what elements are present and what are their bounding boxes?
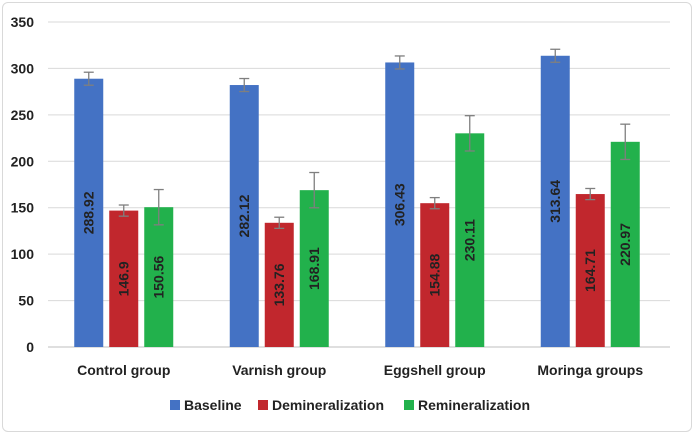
x-category-label: Varnish group <box>232 362 326 378</box>
y-tick-label: 200 <box>11 153 35 169</box>
y-tick-label: 350 <box>11 14 35 30</box>
bar-baseline <box>229 85 259 347</box>
legend-swatch <box>258 400 268 410</box>
x-category-label: Moringa groups <box>537 362 643 378</box>
bar-baseline <box>385 62 415 347</box>
data-label: 306.43 <box>392 183 408 226</box>
legend-label: Baseline <box>184 397 242 413</box>
legend-swatch <box>404 400 414 410</box>
data-label: 164.71 <box>582 249 598 292</box>
y-tick-label: 0 <box>26 339 34 355</box>
y-tick-label: 100 <box>11 246 35 262</box>
bar-remineralization <box>144 207 174 347</box>
data-label: 154.88 <box>427 253 443 296</box>
legend-swatch <box>170 400 180 410</box>
bar-remineralization <box>455 133 485 347</box>
data-label: 230.11 <box>462 219 478 261</box>
bar-demineralization <box>575 194 605 347</box>
data-label: 313.64 <box>547 180 563 223</box>
y-tick-label: 50 <box>18 293 34 309</box>
y-tick-label: 250 <box>11 107 35 123</box>
data-label: 282.12 <box>236 194 252 237</box>
bar-remineralization <box>299 190 329 347</box>
y-tick-label: 150 <box>11 200 35 216</box>
data-label: 133.76 <box>271 263 287 306</box>
data-label: 150.56 <box>151 255 167 298</box>
bar-demineralization <box>109 210 139 347</box>
bar-demineralization <box>264 222 294 347</box>
y-tick-label: 300 <box>11 60 35 76</box>
data-label: 146.9 <box>116 261 132 296</box>
data-label: 220.97 <box>617 223 633 266</box>
x-category-label: Control group <box>77 362 170 378</box>
bar-baseline <box>540 55 570 348</box>
data-label: 288.92 <box>81 191 97 234</box>
bar-baseline <box>74 78 104 348</box>
x-category-label: Eggshell group <box>384 362 486 378</box>
legend-label: Demineralization <box>272 397 384 413</box>
bar-demineralization <box>420 203 450 347</box>
bar-remineralization <box>610 141 640 347</box>
legend-label: Remineralization <box>418 397 530 413</box>
data-label: 168.91 <box>306 247 322 290</box>
